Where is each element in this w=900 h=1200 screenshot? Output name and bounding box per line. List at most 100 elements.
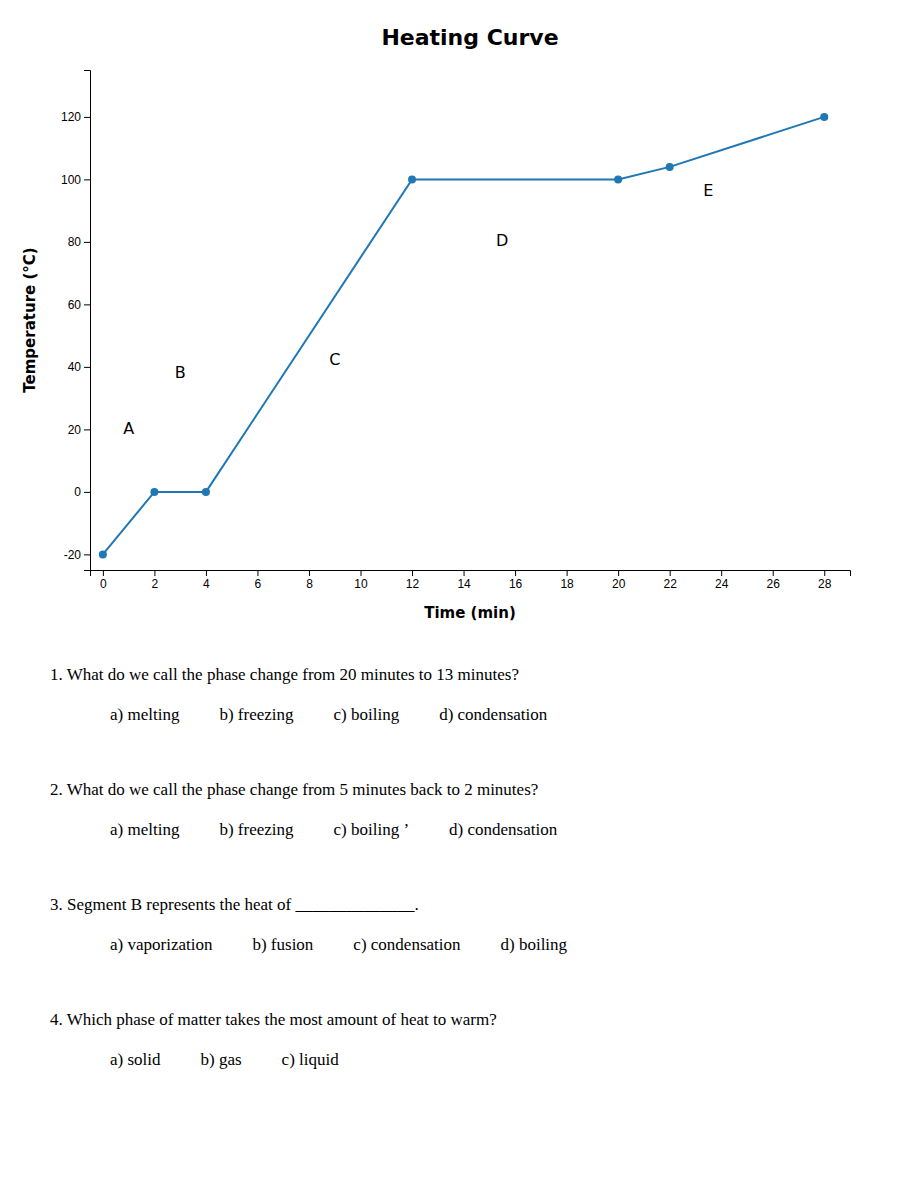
question-option: d) condensation bbox=[449, 820, 558, 839]
x-tick: 16 bbox=[509, 570, 523, 591]
point bbox=[408, 175, 416, 183]
x-axis-line bbox=[91, 571, 851, 577]
x-tick: 8 bbox=[306, 570, 313, 591]
chart-svg: 0246810121416182022242628-20020406080100… bbox=[0, 0, 900, 1200]
x-tick: 0 bbox=[100, 570, 107, 591]
y-tick-mark bbox=[84, 117, 90, 118]
x-tick-label: 24 bbox=[715, 577, 729, 591]
x-tick: 26 bbox=[767, 570, 781, 591]
x-tick: 20 bbox=[612, 570, 626, 591]
question-option: c) condensation bbox=[353, 935, 461, 954]
question-option: a) melting bbox=[110, 820, 180, 839]
x-tick-mark bbox=[721, 570, 722, 576]
y-tick-label: 40 bbox=[68, 360, 82, 374]
y-axis-line bbox=[84, 71, 91, 571]
question-text: 3. Segment B represents the heat of ____… bbox=[50, 895, 419, 914]
chart-title: Heating Curve bbox=[381, 25, 558, 50]
curve-line bbox=[103, 117, 824, 555]
question-option: b) fusion bbox=[252, 935, 313, 954]
x-tick-label: 0 bbox=[100, 577, 107, 591]
y-tick-mark bbox=[84, 179, 90, 180]
x-tick-mark bbox=[824, 570, 825, 576]
x-tick-label: 4 bbox=[203, 577, 210, 591]
question-option: d) condensation bbox=[439, 705, 548, 724]
x-tick-label: 14 bbox=[457, 577, 471, 591]
y-tick-mark bbox=[84, 554, 90, 555]
question-option: b) freezing bbox=[219, 820, 294, 839]
x-tick-label: 2 bbox=[152, 577, 159, 591]
question-option: b) gas bbox=[201, 1050, 242, 1069]
point bbox=[202, 488, 210, 496]
y-tick-label: -20 bbox=[64, 548, 82, 562]
y-tick-mark bbox=[84, 429, 90, 430]
y-tick: 20 bbox=[68, 423, 90, 437]
x-tick-mark bbox=[257, 570, 258, 576]
x-axis-title: Time (min) bbox=[424, 604, 516, 622]
question-text: 4. Which phase of matter takes the most … bbox=[50, 1010, 497, 1029]
question-option: c) boiling ’ bbox=[334, 820, 410, 839]
annotations: ABCDE bbox=[123, 181, 713, 438]
x-tick-mark bbox=[515, 570, 516, 576]
x-tick-mark bbox=[361, 570, 362, 576]
question-options: a) melting b) freezing c) boiling d) conden… bbox=[110, 705, 548, 724]
x-tick-mark bbox=[618, 570, 619, 576]
question-option: c) liquid bbox=[282, 1050, 340, 1069]
y-tick: 80 bbox=[68, 235, 90, 249]
point bbox=[99, 550, 107, 558]
y-tick: 40 bbox=[68, 360, 90, 374]
x-tick-mark bbox=[309, 570, 310, 576]
y-tick-label: 0 bbox=[74, 485, 81, 499]
x-tick: 22 bbox=[663, 570, 677, 591]
y-tick-mark bbox=[84, 304, 90, 305]
x-tick-mark bbox=[773, 570, 774, 576]
x-tick-mark bbox=[567, 570, 568, 576]
question-option: c) boiling bbox=[334, 705, 400, 724]
question-option: a) melting bbox=[110, 705, 180, 724]
y-tick: 100 bbox=[61, 173, 90, 187]
x-tick-label: 18 bbox=[560, 577, 574, 591]
x-tick: 2 bbox=[152, 570, 159, 591]
y-tick: 120 bbox=[61, 110, 90, 124]
x-tick-label: 22 bbox=[663, 577, 677, 591]
point bbox=[150, 488, 158, 496]
x-tick: 4 bbox=[203, 570, 210, 591]
point bbox=[614, 175, 622, 183]
x-tick-mark bbox=[154, 570, 155, 576]
point bbox=[820, 113, 828, 121]
question-option: d) boiling bbox=[501, 935, 568, 954]
x-tick-mark bbox=[412, 570, 413, 576]
question-options: a) solid b) gas c) liquid bbox=[110, 1050, 339, 1069]
y-tick-label: 100 bbox=[61, 173, 81, 187]
question-text: 2. What do we call the phase change from… bbox=[50, 780, 538, 799]
x-tick-label: 20 bbox=[612, 577, 626, 591]
x-tick: 28 bbox=[818, 570, 832, 591]
x-tick-mark bbox=[464, 570, 465, 576]
y-tick-label: 120 bbox=[61, 110, 81, 124]
x-tick-label: 6 bbox=[255, 577, 262, 591]
y-axis: -20 0 20 40 60 80 100 120 bbox=[61, 71, 91, 571]
segment-label: A bbox=[123, 419, 134, 438]
x-tick-mark bbox=[206, 570, 207, 576]
plot-area: 0246810121416182022242628-20020406080100… bbox=[61, 71, 851, 591]
x-tick: 14 bbox=[457, 570, 471, 591]
y-tick: 60 bbox=[68, 298, 90, 312]
question-option: a) solid bbox=[110, 1050, 161, 1069]
x-tick-label: 26 bbox=[767, 577, 781, 591]
x-tick: 24 bbox=[715, 570, 729, 591]
segment-label: C bbox=[329, 350, 340, 369]
segment-label: B bbox=[175, 363, 186, 382]
x-tick-mark bbox=[670, 570, 671, 576]
y-tick: -20 bbox=[64, 548, 90, 562]
point bbox=[666, 163, 674, 171]
question-options: a) melting b) freezing c) boiling ’ d) cond… bbox=[110, 820, 558, 839]
questions: 1. What do we call the phase change from… bbox=[50, 665, 568, 1069]
question-option: a) vaporization bbox=[110, 935, 213, 954]
y-tick-mark bbox=[84, 367, 90, 368]
y-tick-label: 20 bbox=[68, 423, 82, 437]
x-axis: 0246810121416182022242628 bbox=[91, 570, 851, 591]
marks bbox=[99, 113, 828, 559]
question-text: 1. What do we call the phase change from… bbox=[50, 665, 519, 684]
x-tick-label: 8 bbox=[306, 577, 313, 591]
y-tick-label: 60 bbox=[68, 298, 82, 312]
question-option: b) freezing bbox=[219, 705, 294, 724]
